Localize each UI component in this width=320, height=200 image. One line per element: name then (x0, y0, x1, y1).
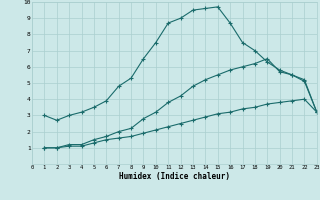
X-axis label: Humidex (Indice chaleur): Humidex (Indice chaleur) (119, 172, 230, 181)
